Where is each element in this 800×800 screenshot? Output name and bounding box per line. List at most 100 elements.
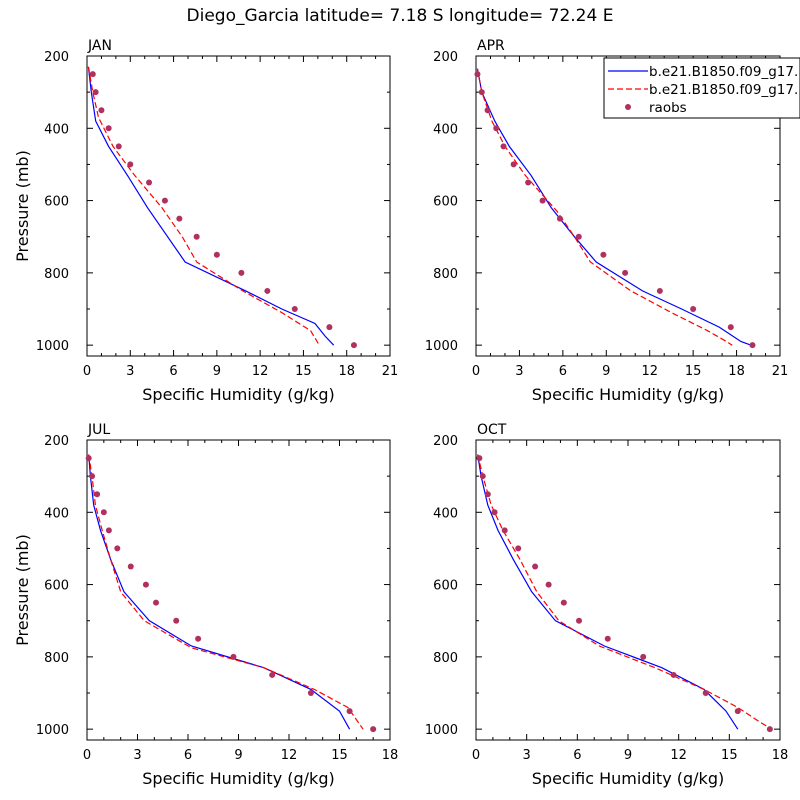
raobs-point bbox=[105, 527, 112, 534]
panel-title: JAN bbox=[87, 38, 112, 54]
legend-label: raobs bbox=[649, 100, 687, 116]
series-model-dashed-line bbox=[477, 454, 772, 730]
raobs-point bbox=[545, 581, 552, 588]
y-tick-label: 400 bbox=[433, 122, 458, 137]
plot-frame bbox=[86, 439, 391, 741]
y-axis-label: Pressure (mb) bbox=[13, 534, 32, 646]
x-tick-label: 3 bbox=[515, 364, 523, 379]
plot-frame bbox=[86, 55, 391, 357]
panel-jul: JUL 0 3 6 9 12 15 18 200 400 600 800 1000 Specific Hu… bbox=[13, 422, 398, 788]
raobs-point bbox=[556, 215, 563, 222]
raobs-point bbox=[114, 545, 121, 552]
legend-box bbox=[603, 57, 800, 119]
panel-jan: JAN 0 3 6 9 12 15 18 21 200 400 600 800 1000 Specific … bbox=[13, 38, 398, 404]
x-axis-label: Specific Humidity (g/kg) bbox=[142, 769, 334, 788]
y-tick-label: 200 bbox=[44, 434, 69, 449]
x-tick-label: 0 bbox=[472, 748, 480, 763]
legend-label: b.e21.B1850.f09_g17. bbox=[649, 64, 798, 80]
panel-title: OCT bbox=[477, 422, 507, 438]
legend-entry: b.e21.B1850.f09_g17. bbox=[608, 82, 798, 98]
raobs-point bbox=[350, 342, 357, 349]
panel-apr: APR 0 3 6 9 12 15 18 21 200 400 600 800 1000 Specific … bbox=[425, 38, 788, 404]
raobs-point bbox=[515, 545, 522, 552]
raobs-point bbox=[269, 671, 276, 678]
raobs-point bbox=[576, 617, 583, 624]
raobs-point bbox=[604, 635, 611, 642]
y-tick-label: 800 bbox=[433, 267, 458, 282]
x-tick-label: 9 bbox=[213, 364, 221, 379]
x-axis-label: Specific Humidity (g/kg) bbox=[532, 769, 724, 788]
y-tick-label: 600 bbox=[433, 195, 458, 210]
x-tick-label: 3 bbox=[133, 748, 141, 763]
y-tick-label: 600 bbox=[433, 579, 458, 594]
series-model-solid-line bbox=[88, 454, 351, 730]
raobs-point bbox=[702, 690, 709, 697]
series-raobs bbox=[89, 71, 357, 349]
plot-frame bbox=[475, 439, 781, 741]
raobs-point bbox=[98, 107, 105, 114]
y-tick-label: 600 bbox=[44, 195, 69, 210]
y-tick-label: 600 bbox=[44, 579, 69, 594]
x-tick-label: 21 bbox=[382, 364, 399, 379]
x-tick-label: 0 bbox=[472, 364, 480, 379]
x-tick-label: 12 bbox=[670, 748, 687, 763]
panel-title: APR bbox=[477, 38, 505, 54]
legend: b.e21.B1850.f09_g17. b.e21.B1850.f09_g17.… bbox=[603, 57, 800, 119]
series-model-dashed-line bbox=[476, 68, 733, 346]
raobs-point bbox=[146, 179, 153, 186]
series-raobs bbox=[474, 71, 756, 349]
raobs-point bbox=[575, 233, 582, 240]
raobs-point bbox=[670, 671, 677, 678]
figure-title: Diego_Garcia latitude= 7.18 S longitude=… bbox=[187, 6, 614, 26]
raobs-point bbox=[127, 161, 134, 168]
x-axis-label: Specific Humidity (g/kg) bbox=[142, 385, 334, 404]
x-tick-label: 15 bbox=[331, 748, 348, 763]
y-tick-label: 1000 bbox=[425, 723, 458, 738]
raobs-point bbox=[153, 599, 160, 606]
y-tick-label: 200 bbox=[44, 50, 69, 65]
raobs-point bbox=[370, 726, 377, 733]
raobs-point bbox=[479, 473, 486, 480]
raobs-point bbox=[105, 125, 112, 132]
x-tick-label: 18 bbox=[772, 748, 789, 763]
x-tick-label: 3 bbox=[523, 748, 531, 763]
x-tick-label: 18 bbox=[728, 364, 745, 379]
x-tick-label: 0 bbox=[83, 748, 91, 763]
y-tick-label: 400 bbox=[44, 506, 69, 521]
y-tick-label: 1000 bbox=[425, 339, 458, 354]
raobs-point bbox=[264, 287, 271, 294]
x-tick-label: 21 bbox=[772, 364, 789, 379]
series-model-solid-line bbox=[87, 66, 335, 346]
x-tick-label: 12 bbox=[641, 364, 658, 379]
legend-entry: b.e21.B1850.f09_g17. bbox=[608, 64, 798, 80]
legend-entry: raobs bbox=[625, 100, 687, 116]
series-model-dashed-line bbox=[87, 66, 320, 346]
x-tick-label: 12 bbox=[252, 364, 269, 379]
raobs-point bbox=[173, 617, 180, 624]
x-tick-label: 9 bbox=[624, 748, 632, 763]
x-tick-label: 18 bbox=[338, 364, 355, 379]
raobs-point bbox=[193, 233, 200, 240]
raobs-point bbox=[307, 690, 314, 697]
x-tick-label: 3 bbox=[126, 364, 134, 379]
raobs-point bbox=[142, 581, 149, 588]
series-raobs bbox=[85, 455, 377, 733]
raobs-point bbox=[510, 161, 517, 168]
raobs-point bbox=[493, 125, 500, 132]
raobs-point bbox=[500, 143, 507, 150]
raobs-point bbox=[230, 653, 237, 660]
raobs-point bbox=[195, 635, 202, 642]
x-tick-label: 15 bbox=[295, 364, 312, 379]
raobs-point bbox=[94, 491, 101, 498]
panel-title: JUL bbox=[87, 422, 110, 438]
series-raobs bbox=[476, 455, 773, 733]
raobs-point bbox=[484, 491, 491, 498]
y-tick-label: 1000 bbox=[36, 723, 69, 738]
raobs-point bbox=[346, 708, 353, 715]
series-model-solid-line bbox=[477, 454, 739, 730]
raobs-point bbox=[89, 71, 96, 78]
raobs-point bbox=[127, 563, 134, 570]
x-tick-label: 6 bbox=[573, 748, 581, 763]
x-tick-label: 15 bbox=[685, 364, 702, 379]
